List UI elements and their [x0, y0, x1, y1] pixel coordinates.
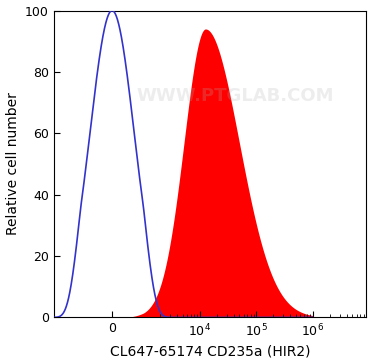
Text: WWW.PTGLAB.COM: WWW.PTGLAB.COM: [137, 87, 334, 106]
X-axis label: CL647-65174 CD235a (HIR2): CL647-65174 CD235a (HIR2): [110, 344, 310, 359]
Y-axis label: Relative cell number: Relative cell number: [6, 92, 20, 236]
